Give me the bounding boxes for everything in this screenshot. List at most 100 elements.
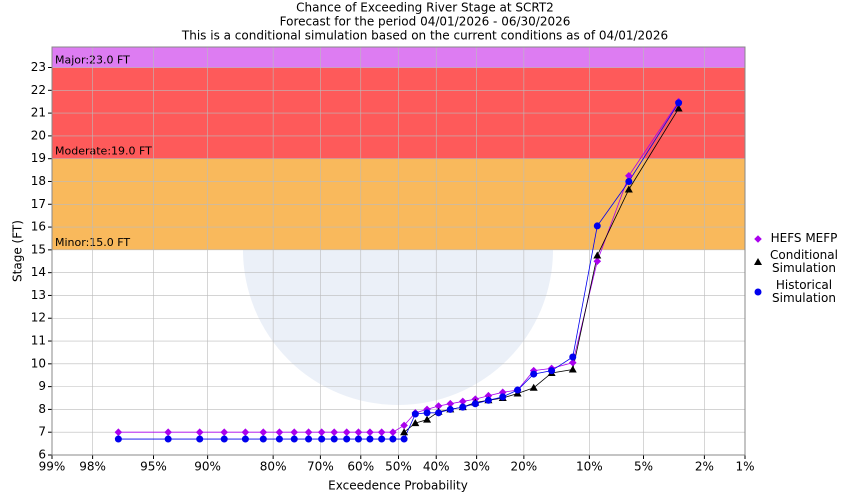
marker [389,428,397,437]
marker [241,428,250,437]
marker [389,435,397,443]
marker [304,428,313,437]
marker [305,435,313,443]
marker [459,403,467,411]
chart-note: This is a conditional simulation based o… [181,29,668,43]
marker [400,428,409,436]
marker [317,428,326,437]
y-tick-label: 6 [38,448,46,462]
marker [675,99,683,107]
y-axis-label: Stage (FT) [11,220,25,282]
marker [290,435,298,443]
legend-marker [754,288,762,296]
marker [195,428,204,437]
x-tick-label: 95% [140,460,167,474]
x-tick-label: 10% [576,460,603,474]
marker [568,358,577,367]
y-tick-label: 8 [38,402,46,416]
marker [164,428,172,437]
x-tick-label: 99% [39,460,66,474]
marker [471,400,479,408]
x-tick-label: 90% [194,460,221,474]
x-tick-label: 40% [423,460,450,474]
y-tick-label: 12 [31,311,46,325]
marker [625,177,633,185]
marker [514,386,522,394]
y-tick-label: 11 [31,334,46,348]
x-tick-label: 5% [634,460,653,474]
marker [164,435,172,443]
x-tick-label: 60% [347,460,374,474]
marker [411,419,420,427]
chart-subtitle: Forecast for the period 04/01/2026 - 06/… [280,15,571,29]
legend-item: Conditional Simulation [752,249,848,275]
y-tick-label: 10 [31,356,46,370]
marker [342,428,351,437]
y-tick-label: 14 [31,265,46,279]
marker [754,258,762,265]
marker [275,435,283,443]
legend-label: Conditional Simulation [770,248,838,275]
marker [674,104,683,112]
marker [241,435,249,443]
y-tick-label: 17 [31,197,46,211]
marker [220,428,229,437]
y-tick-label: 23 [31,60,46,74]
y-tick-label: 20 [31,128,46,142]
marker [354,428,363,437]
x-tick-label: 98% [79,460,106,474]
y-tick-label: 22 [31,83,46,97]
marker [434,402,443,410]
x-tick-label: 1% [735,460,754,474]
marker [275,428,284,437]
marker [754,234,762,243]
marker [569,353,577,361]
x-axis-label: Exceedence Probability [328,479,468,493]
marker [499,393,507,401]
y-tick-label: 15 [31,242,46,256]
x-tick-label: 80% [260,460,287,474]
y-tick-label: 21 [31,106,46,120]
y-tick-label: 7 [38,425,46,439]
legend-marker [754,234,762,243]
legend-label: Historical Simulation [772,278,836,305]
marker [530,370,538,378]
marker [400,435,408,443]
x-tick-label: 2% [695,460,714,474]
marker [446,405,454,413]
legend-label: HEFS MEFP [770,231,838,245]
marker [529,383,538,391]
marker [484,391,493,400]
marker [400,421,408,430]
marker [196,435,204,443]
chart-title: Chance of Exceeding River Stage at SCRT2 [296,1,554,15]
legend: HEFS MEFP Conditional Simulation Historica… [752,232,848,309]
flood-label: Moderate:19.0 FT [55,145,152,158]
marker [568,365,577,373]
marker [484,396,492,404]
marker [330,428,339,437]
marker [458,397,467,406]
marker [593,257,602,266]
marker [625,171,633,180]
marker [423,415,432,423]
marker [354,435,362,443]
marker [593,222,601,230]
legend-item: Historical Simulation [752,279,848,305]
x-tick-label: 30% [463,460,490,474]
marker [754,288,762,296]
marker [343,435,351,443]
plot-frame [51,46,746,456]
legend-marker [754,258,762,265]
marker [377,428,386,437]
marker [259,428,268,437]
marker [114,428,123,437]
legend-item: HEFS MEFP [752,232,848,245]
marker [290,428,299,437]
marker [330,435,338,443]
x-tick-label: 70% [307,460,334,474]
marker [548,367,556,375]
marker [318,435,326,443]
